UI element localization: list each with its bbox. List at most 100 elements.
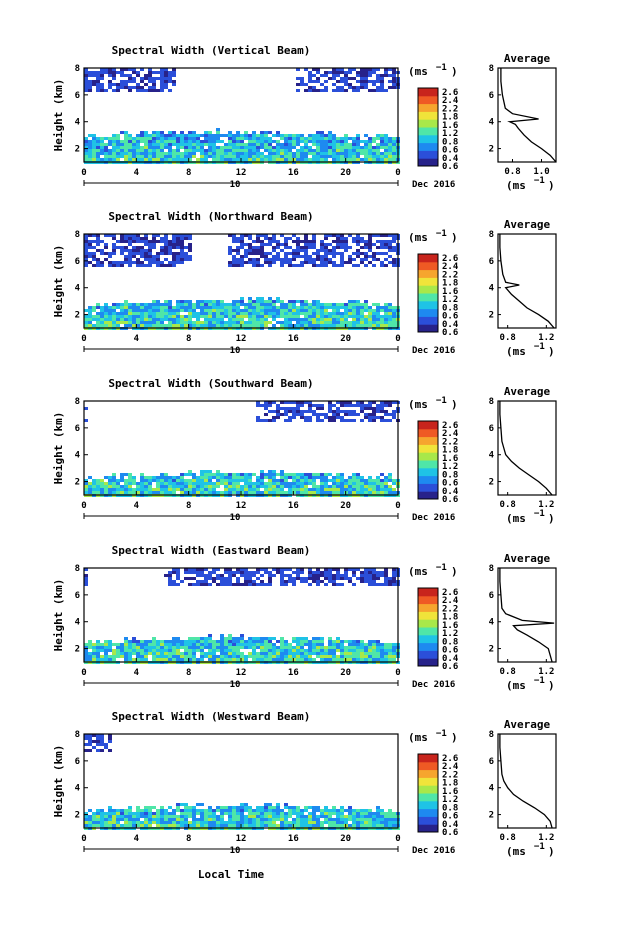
heatmap-cell (96, 137, 100, 140)
heatmap-cell (352, 264, 356, 267)
x-tick-label: 12 (236, 668, 247, 678)
heatmap-cell (348, 640, 352, 643)
heatmap-cell (148, 249, 152, 252)
heatmap-cell (296, 482, 300, 485)
heatmap-cell (380, 491, 384, 494)
heatmap-cell (256, 809, 260, 812)
heatmap-cell (248, 485, 252, 488)
heatmap-cell (288, 140, 292, 143)
heatmap-cell (264, 309, 268, 312)
avg-y-tick-label: 2 (489, 311, 494, 321)
date-label: Dec 2016 (412, 513, 455, 523)
heatmap-cell (228, 643, 232, 646)
heatmap-cell (284, 568, 288, 571)
heatmap-cell (212, 658, 216, 661)
heatmap-cell (304, 649, 308, 652)
heatmap-cell (312, 237, 316, 240)
colorbar-segment (418, 285, 438, 294)
heatmap-cell (236, 149, 240, 152)
heatmap-cell (184, 473, 188, 476)
heatmap-cell (320, 243, 324, 246)
heatmap-cell (312, 815, 316, 818)
heatmap-cell (108, 737, 112, 740)
heatmap-cell (320, 821, 324, 824)
heatmap-cell (312, 261, 316, 264)
heatmap-cell (352, 306, 356, 309)
heatmap-cell (124, 131, 128, 134)
heatmap-cell (384, 485, 388, 488)
heatmap-cell (372, 234, 376, 237)
heatmap-cell (188, 149, 192, 152)
heatmap-cell (232, 324, 236, 327)
heatmap-cell (264, 419, 268, 422)
heatmap-cell (168, 321, 172, 324)
heatmap-cell (236, 809, 240, 812)
heatmap-cell (368, 309, 372, 312)
heatmap-cell (292, 146, 296, 149)
heatmap-cell (388, 577, 392, 580)
heatmap-cell (324, 488, 328, 491)
heatmap-cell (108, 318, 112, 321)
heatmap-cell (332, 806, 336, 809)
heatmap-cell (212, 485, 216, 488)
heatmap-cell (264, 643, 268, 646)
heatmap-cell (320, 482, 324, 485)
heatmap-cell (292, 155, 296, 158)
colorbar-segment (418, 308, 438, 317)
heatmap-cell (100, 264, 104, 267)
heatmap-cell (360, 571, 364, 574)
heatmap-cell (392, 77, 396, 80)
heatmap-cell (336, 68, 340, 71)
average-frame (497, 733, 557, 829)
heatmap-cell (348, 404, 352, 407)
heatmap-cell (252, 571, 256, 574)
heatmap-cell (332, 149, 336, 152)
heatmap-cell (372, 580, 376, 583)
heatmap-cell (116, 321, 120, 324)
heatmap-cell (220, 637, 224, 640)
heatmap-cell (240, 155, 244, 158)
heatmap-cell (188, 571, 192, 574)
heatmap-cell (96, 324, 100, 327)
heatmap-cell (364, 158, 368, 161)
heatmap-cell (392, 309, 396, 312)
heatmap-cell (180, 315, 184, 318)
heatmap-cell (192, 806, 196, 809)
colorbar-segment (418, 619, 438, 628)
heatmap-cell (380, 815, 384, 818)
heatmap-cell (344, 89, 348, 92)
heatmap-cell (332, 134, 336, 137)
heatmap-cell (296, 473, 300, 476)
heatmap-cell (248, 574, 252, 577)
heatmap-cell (308, 652, 312, 655)
heatmap-cell (332, 137, 336, 140)
heatmap-cell (220, 821, 224, 824)
colorbar-tick-label: 1.8 (442, 446, 458, 456)
heatmap-cell (252, 143, 256, 146)
heatmap-cell (364, 146, 368, 149)
heatmap-cells (84, 734, 400, 830)
heatmap-cell (292, 577, 296, 580)
heatmap-cell (204, 312, 208, 315)
heatmap-cell (96, 149, 100, 152)
heatmap-cell (320, 258, 324, 261)
heatmap-cell (128, 264, 132, 267)
heatmap-cell (172, 491, 176, 494)
heatmap-cell (172, 637, 176, 640)
heatmap-cell (348, 809, 352, 812)
heatmap-cell (116, 815, 120, 818)
heatmap-cell (292, 401, 296, 404)
heatmap-cell (296, 312, 300, 315)
heatmap-cell (304, 306, 308, 309)
heatmap-cell (84, 234, 88, 237)
heatmap-cell (184, 479, 188, 482)
heatmap-cell (248, 577, 252, 580)
heatmap-cell (256, 143, 260, 146)
heatmap-cell (376, 646, 380, 649)
heatmap-cell (216, 315, 220, 318)
heatmap-cell (116, 240, 120, 243)
heatmap-cell (232, 312, 236, 315)
heatmap-cell (156, 300, 160, 303)
y-tick-label: 4 (75, 118, 81, 128)
heatmap-cell (160, 131, 164, 134)
